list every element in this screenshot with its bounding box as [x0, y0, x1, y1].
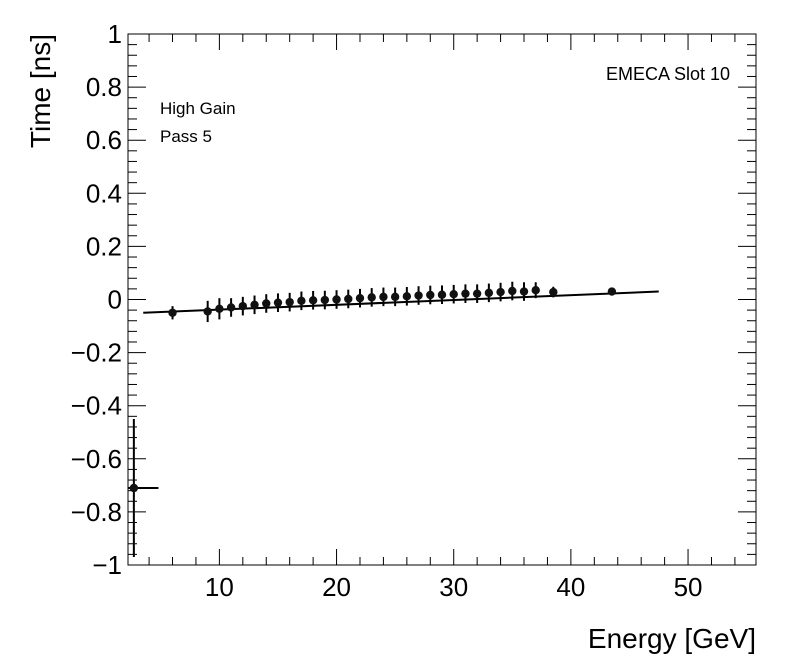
data-point: [379, 292, 388, 302]
data-point: [226, 303, 236, 312]
data-point: [262, 299, 271, 308]
data-point: [238, 301, 248, 311]
x-tick-label: 10: [205, 572, 234, 602]
data-point: [426, 290, 435, 300]
y-tick-label: 0.4: [86, 178, 122, 208]
y-tick-label: −1: [92, 550, 122, 580]
data-points: [129, 281, 617, 558]
y-tick-label: −0.8: [71, 497, 122, 527]
data-point: [285, 297, 294, 307]
axis-ticks: [128, 33, 756, 566]
gain-label: High Gain: [160, 99, 236, 118]
y-tick-label: 0.8: [86, 72, 122, 102]
data-point: [297, 296, 306, 306]
y-axis-title: Time [ns]: [25, 34, 56, 148]
data-point: [414, 291, 423, 300]
y-tick-label: −0.4: [71, 391, 122, 421]
data-point: [496, 287, 505, 297]
x-tick-label: 40: [556, 572, 585, 602]
data-point: [215, 304, 224, 313]
y-tick-label: 0.6: [86, 125, 122, 155]
data-point: [484, 288, 494, 298]
data-point: [531, 286, 540, 295]
data-point: [332, 295, 341, 304]
data-point: [461, 289, 470, 298]
data-point: [129, 483, 139, 493]
data-point: [437, 290, 447, 299]
y-tick-label: 0: [108, 285, 122, 315]
x-tick-label: 20: [322, 572, 351, 602]
y-tick-label: −0.2: [71, 338, 122, 368]
axis-tick-labels: 10 20 30 40 50 −1 −0.8 −0.6 −0.4 −0.2 0 0.2 0.4 0.6 0.…: [71, 19, 703, 602]
data-point: [320, 295, 330, 305]
data-point: [344, 294, 353, 304]
data-point: [508, 286, 517, 296]
data-point: [549, 287, 558, 297]
y-tick-label: 0.2: [86, 231, 122, 261]
y-tick-label: −0.6: [71, 444, 122, 474]
x-axis-title: Energy [GeV]: [588, 623, 756, 654]
data-point: [273, 298, 283, 307]
data-point: [390, 292, 400, 302]
data-point: [203, 307, 212, 316]
data-point: [519, 287, 529, 296]
data-point: [308, 296, 318, 305]
slot-label: EMECA Slot 10: [606, 64, 730, 84]
y-tick-label: 1: [108, 19, 122, 49]
data-point: [168, 308, 177, 317]
data-point: [449, 289, 458, 299]
data-point: [367, 293, 376, 302]
data-point: [402, 292, 412, 301]
pass-label: Pass 5: [160, 127, 212, 146]
data-point: [472, 289, 482, 298]
x-tick-label: 30: [439, 572, 468, 602]
data-point: [250, 300, 259, 310]
x-tick-label: 50: [674, 572, 703, 602]
data-point: [607, 287, 617, 296]
data-point: [355, 293, 365, 303]
